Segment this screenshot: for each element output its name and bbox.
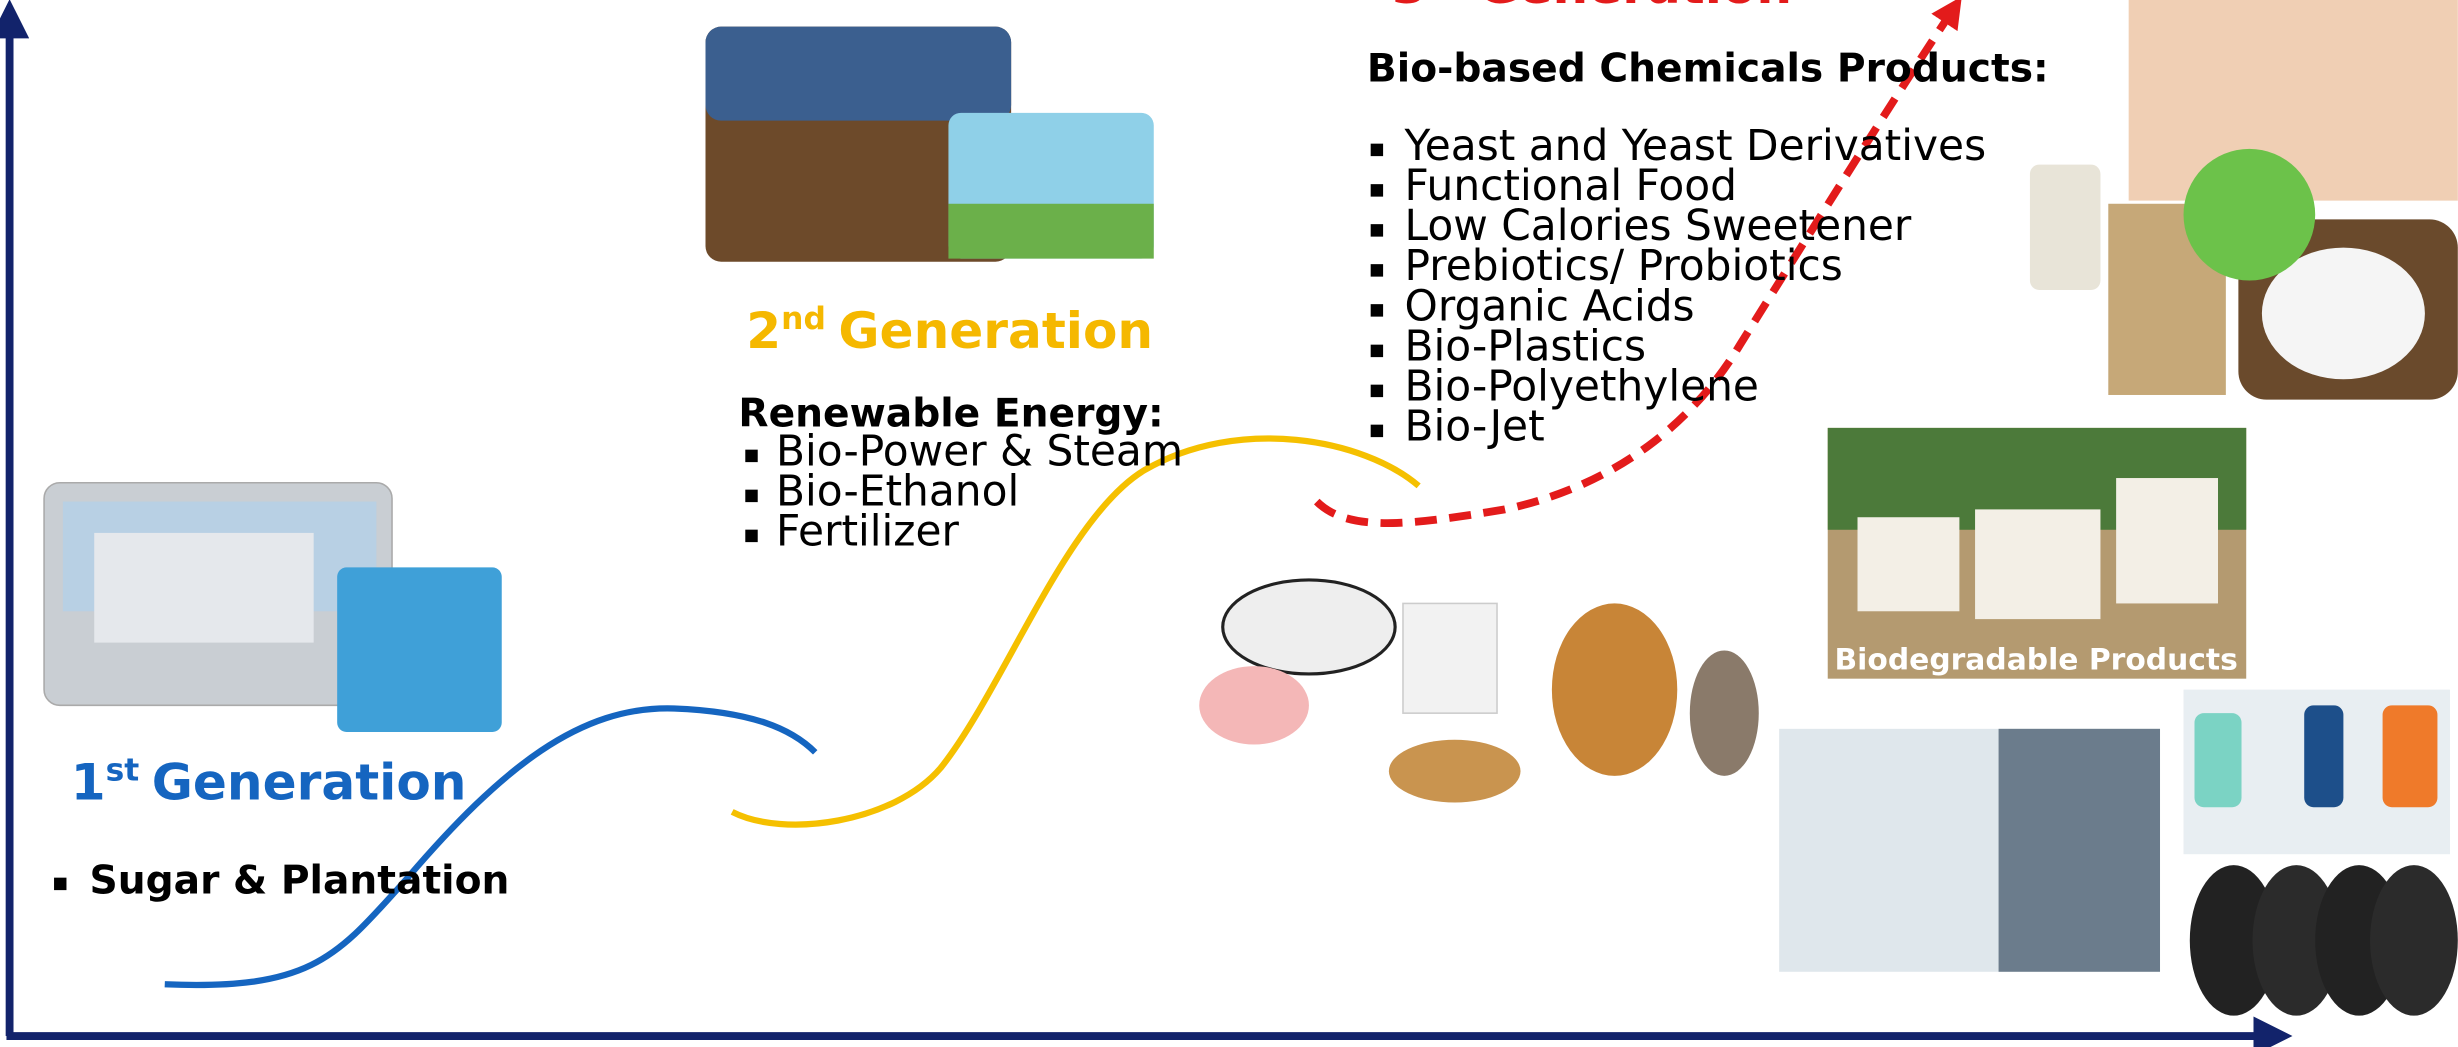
plant-sky	[706, 27, 1012, 121]
bullet: ▪	[743, 479, 760, 508]
container	[1975, 509, 2100, 619]
supplement-bottle	[2030, 165, 2101, 290]
label: Generation	[1477, 0, 1792, 15]
bullet: ▪	[52, 867, 69, 896]
bottle	[2383, 705, 2438, 807]
bullet: ▪	[1368, 134, 1385, 163]
number: 2	[746, 301, 781, 360]
feed-pile	[1389, 740, 1521, 803]
heading: Bio-based Chemicals Products:	[1367, 47, 2049, 92]
pig	[1199, 666, 1309, 744]
suffix: st	[106, 753, 140, 789]
container	[2116, 478, 2218, 603]
slide: 1stGeneration ▪ Sugar & Plantation 2ndGe…	[0, 0, 2458, 1047]
list: ▪Yeast and Yeast Derivatives▪Functional …	[1368, 121, 1986, 451]
bullet: ▪	[1368, 174, 1385, 203]
list-item: Bio-Jet	[1405, 402, 1545, 451]
generation-title: 1st Generation	[71, 752, 467, 811]
bottle	[2194, 713, 2241, 807]
stomach-icon	[2184, 149, 2316, 281]
number: 3	[1392, 0, 1427, 15]
fuel-pump-grass	[948, 204, 1153, 259]
bottle	[2304, 705, 2343, 807]
cat	[1690, 650, 1759, 775]
number: 1	[71, 752, 106, 811]
bullet: ▪	[1368, 374, 1385, 403]
sugar-pack-photo	[337, 567, 502, 732]
bullet: ▪	[743, 519, 760, 548]
photo-caption: Biodegradable Products	[1834, 642, 2237, 677]
body: 1stGeneration ▪ Sugar & Plantation 2ndGe…	[0, 0, 2458, 1047]
bullet: ▪	[1368, 214, 1385, 243]
tire	[2370, 865, 2458, 1015]
bullet: ▪	[743, 439, 760, 468]
factory-building	[94, 533, 313, 643]
list-item: Sugar & Plantation	[90, 858, 510, 903]
biojet-bg	[1999, 729, 2160, 972]
dog	[1552, 603, 1677, 775]
suffix: nd	[781, 301, 826, 337]
feed-bag	[1403, 603, 1497, 713]
bullet: ▪	[1368, 254, 1385, 283]
label: Generation	[838, 301, 1153, 360]
bullet: ▪	[1368, 415, 1385, 444]
cow	[1223, 580, 1395, 674]
list-item: Fertilizer	[776, 506, 959, 555]
label: Generation	[152, 752, 467, 811]
bullet: ▪	[1368, 294, 1385, 323]
bullet: ▪	[1368, 334, 1385, 363]
container	[1858, 517, 1960, 611]
page: Generations {"generations": [ {"number":…	[0, 0, 2458, 1047]
generation-title: 3rdGeneration	[1392, 0, 1792, 15]
first-curve	[165, 708, 815, 985]
generation-title: 2nd Generation	[746, 301, 1153, 360]
